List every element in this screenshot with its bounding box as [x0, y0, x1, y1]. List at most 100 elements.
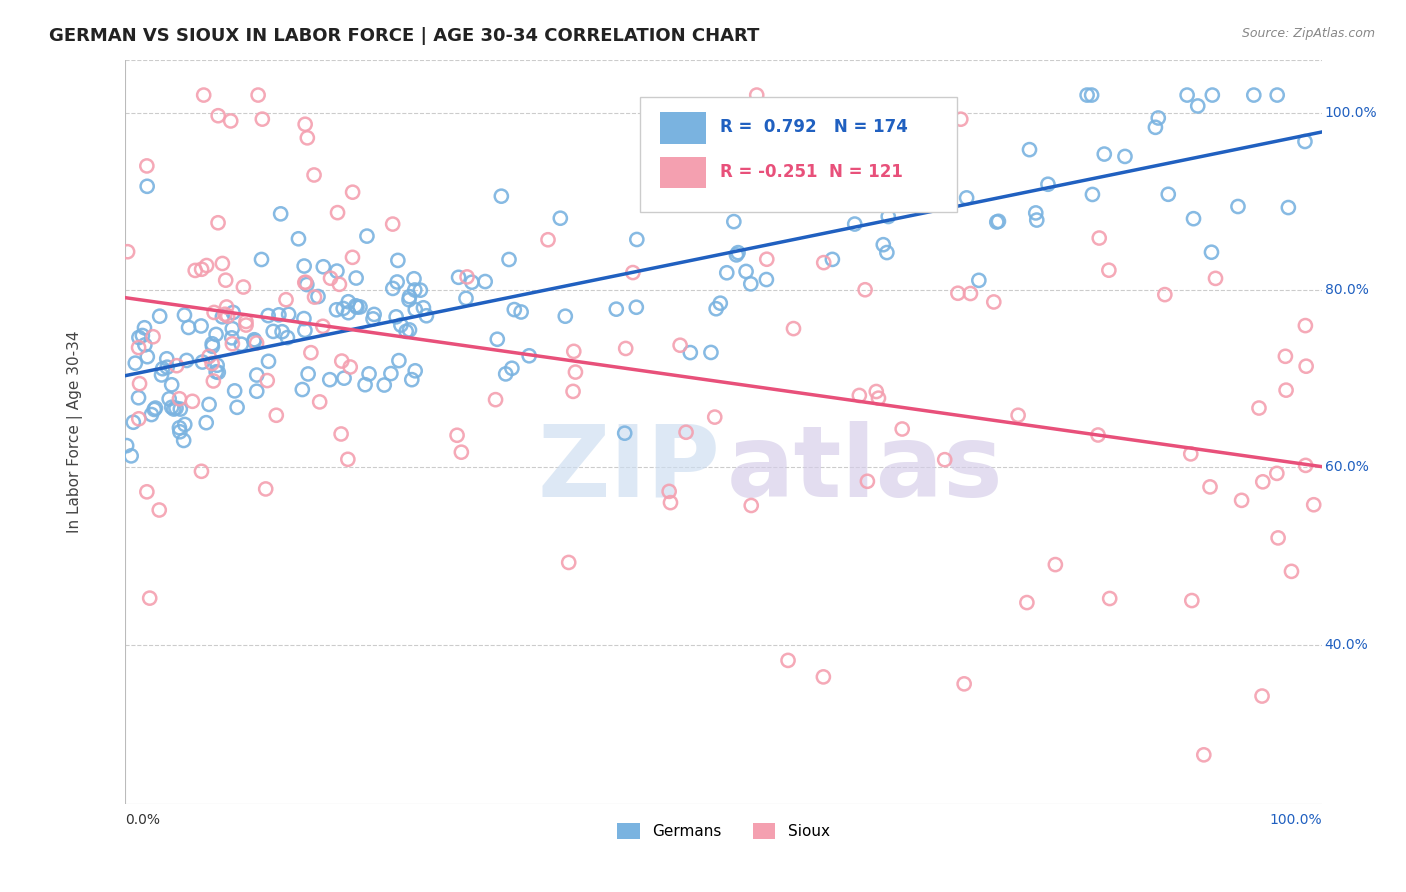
Point: [1081, 187, 1104, 202]
Point: [128, 341, 150, 355]
Point: [735, 264, 758, 278]
Text: In Labor Force | Age 30-34: In Labor Force | Age 30-34: [66, 331, 83, 533]
Point: [211, 310, 233, 324]
Point: [872, 197, 894, 211]
Text: 60.0%: 60.0%: [1324, 460, 1368, 475]
Point: [373, 378, 395, 392]
Point: [1098, 263, 1121, 277]
Point: [865, 384, 887, 399]
Point: [949, 112, 972, 127]
Point: [165, 401, 187, 416]
Point: [294, 276, 316, 290]
Point: [1201, 245, 1223, 260]
Point: [214, 307, 236, 321]
Text: R =  0.792   N = 174: R = 0.792 N = 174: [720, 119, 908, 136]
Point: [184, 263, 207, 277]
Point: [821, 252, 844, 267]
Point: [946, 286, 969, 301]
Point: [704, 301, 727, 316]
Point: [1247, 401, 1270, 415]
Point: [564, 365, 586, 379]
Point: [1080, 88, 1102, 103]
Point: [262, 325, 284, 339]
Point: [226, 401, 249, 415]
Point: [1251, 475, 1274, 489]
Point: [740, 277, 762, 291]
Point: [190, 464, 212, 478]
Point: [1302, 498, 1324, 512]
Point: [344, 271, 367, 285]
Point: [498, 252, 520, 267]
Point: [222, 305, 245, 319]
Point: [1295, 458, 1317, 473]
Point: [537, 233, 560, 247]
Point: [231, 337, 253, 351]
Point: [891, 422, 914, 436]
Point: [339, 359, 361, 374]
Point: [1025, 213, 1047, 227]
Point: [1025, 206, 1047, 220]
Point: [134, 320, 156, 334]
Point: [177, 320, 200, 334]
Point: [745, 88, 768, 103]
Point: [557, 556, 579, 570]
Point: [813, 197, 835, 211]
Point: [491, 189, 513, 203]
Point: [1201, 88, 1223, 103]
Point: [131, 328, 153, 343]
Point: [398, 293, 420, 307]
Point: [307, 289, 329, 303]
Point: [135, 159, 157, 173]
Point: [221, 336, 243, 351]
Point: [232, 280, 254, 294]
Point: [1205, 271, 1227, 285]
Point: [925, 167, 948, 181]
Point: [141, 408, 163, 422]
Point: [953, 677, 976, 691]
Point: [474, 275, 496, 289]
Point: [274, 293, 297, 307]
Point: [959, 286, 981, 301]
Point: [149, 309, 172, 323]
Point: [267, 308, 290, 322]
Text: 100.0%: 100.0%: [1324, 106, 1376, 120]
Point: [157, 392, 180, 406]
Point: [342, 185, 364, 199]
Point: [202, 374, 225, 388]
Point: [1076, 88, 1098, 103]
Point: [813, 670, 835, 684]
Point: [1087, 428, 1109, 442]
Point: [270, 207, 292, 221]
Point: [299, 345, 322, 359]
Point: [332, 301, 354, 316]
Point: [247, 88, 270, 103]
Point: [302, 168, 325, 182]
Point: [1015, 596, 1038, 610]
Point: [412, 301, 434, 315]
Point: [450, 445, 472, 459]
Point: [215, 300, 238, 314]
Point: [336, 452, 359, 467]
Point: [326, 205, 349, 219]
Point: [337, 294, 360, 309]
Point: [786, 179, 808, 194]
Point: [276, 330, 298, 344]
Point: [447, 270, 470, 285]
Point: [461, 275, 484, 289]
Point: [152, 361, 174, 376]
Point: [136, 179, 159, 194]
Point: [727, 245, 749, 260]
Point: [163, 402, 186, 417]
Point: [983, 295, 1005, 310]
Point: [1199, 480, 1222, 494]
Point: [201, 336, 224, 351]
Point: [1182, 211, 1205, 226]
Point: [134, 338, 156, 352]
Point: [1092, 147, 1115, 161]
Point: [562, 344, 585, 359]
Point: [456, 269, 478, 284]
Point: [381, 217, 404, 231]
Point: [252, 112, 274, 127]
Point: [207, 365, 229, 379]
Point: [679, 345, 702, 359]
